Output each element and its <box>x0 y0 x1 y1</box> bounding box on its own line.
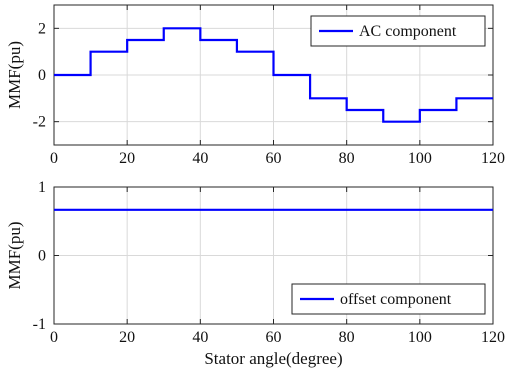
x-tick-label: 20 <box>119 329 135 346</box>
y-tick-label: -2 <box>33 114 46 131</box>
x-tick-label: 40 <box>192 329 208 346</box>
y-tick-label: 2 <box>38 20 46 37</box>
x-tick-label: 60 <box>266 150 282 167</box>
x-tick-label: 0 <box>50 329 58 346</box>
x-tick-label: 120 <box>481 329 505 346</box>
y-tick-label: -1 <box>33 316 46 333</box>
y-axis-label: MMF(pu) <box>5 41 24 109</box>
legend: AC component <box>310 15 486 47</box>
x-tick-label: 120 <box>481 150 505 167</box>
y-tick-label: 1 <box>38 179 46 196</box>
x-tick-label: 40 <box>192 150 208 167</box>
x-tick-label: 100 <box>408 329 432 346</box>
x-axis-label: Stator angle(degree) <box>204 349 342 368</box>
x-tick-label: 60 <box>266 329 282 346</box>
y-tick-label: 0 <box>38 67 46 84</box>
ac-component-chart: 0 20 40 60 80 100 120 -2 0 2 MMF(pu) AC component <box>5 4 505 167</box>
x-tick-label: 100 <box>408 150 432 167</box>
x-tick-label: 0 <box>50 150 58 167</box>
x-tick-label: 80 <box>339 150 355 167</box>
legend-entry: AC component <box>359 23 457 40</box>
y-axis-label: MMF(pu) <box>5 221 24 289</box>
x-tick-label: 80 <box>339 329 355 346</box>
legend: offset component <box>291 283 486 315</box>
x-tick-label: 20 <box>119 150 135 167</box>
y-tick-label: 0 <box>38 248 46 265</box>
legend-entry: offset component <box>340 291 452 308</box>
series-line <box>54 27 493 123</box>
